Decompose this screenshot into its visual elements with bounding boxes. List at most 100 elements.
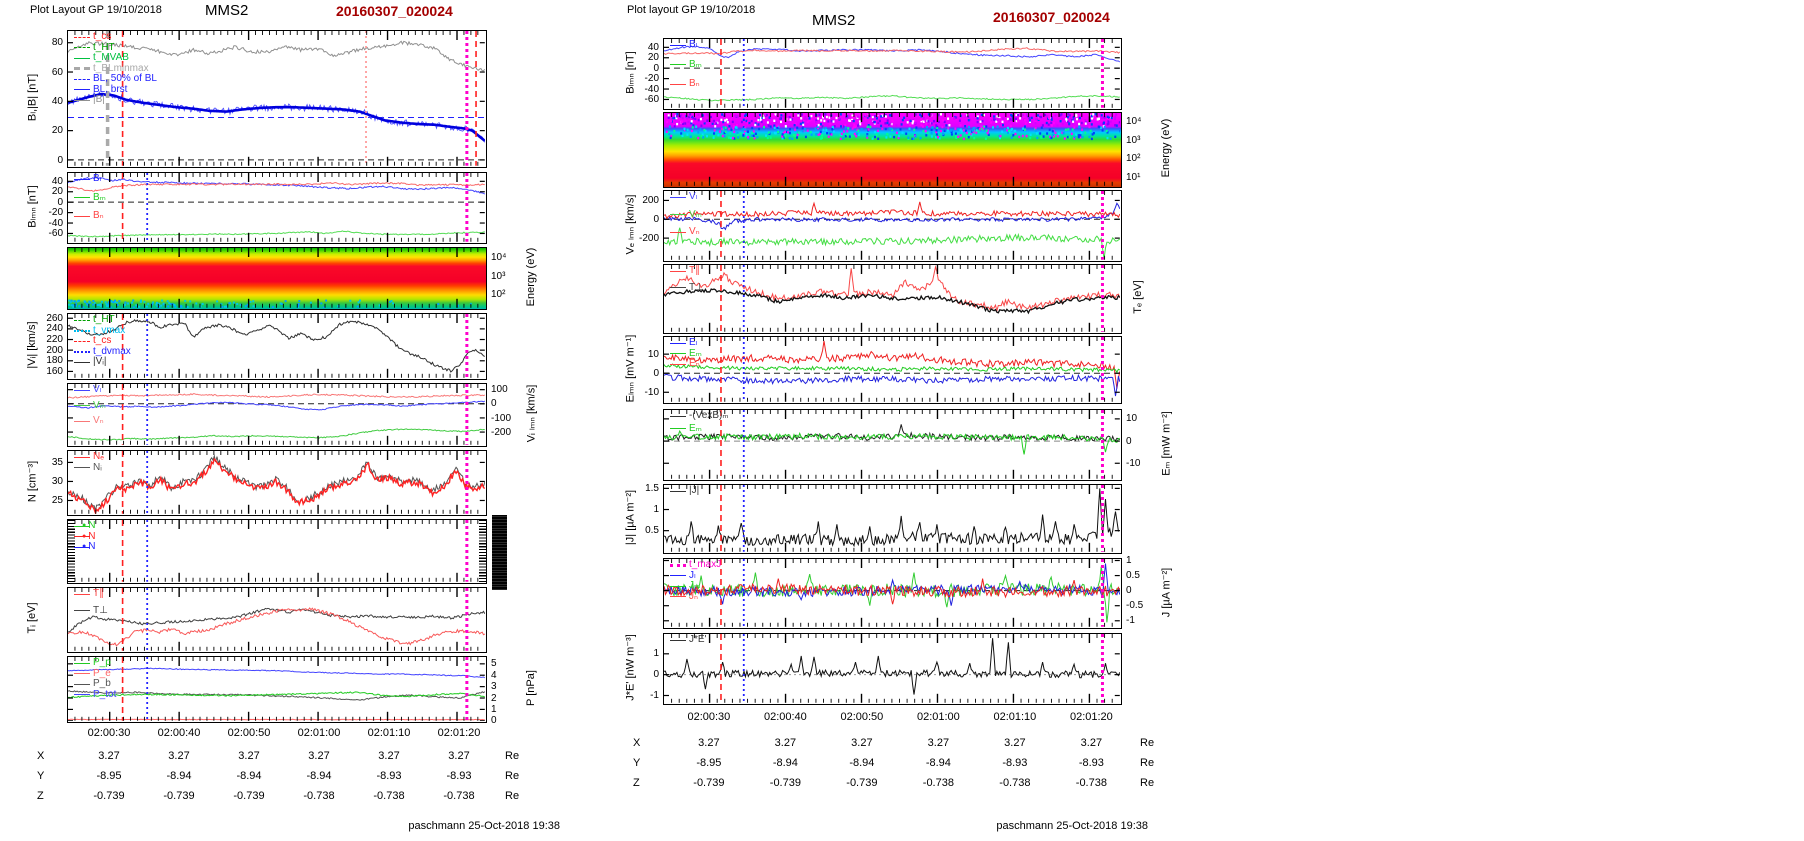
time-tick-label: 02:01:10	[993, 711, 1037, 723]
y-tick-label: 0	[57, 196, 63, 208]
legend-entry: P_p	[74, 657, 116, 669]
legend-line-swatch	[74, 610, 90, 612]
legend-entry: Vₘ	[74, 400, 106, 412]
y-tick-label: 40	[51, 95, 63, 107]
ephemeris-value: -0.738	[303, 790, 335, 802]
y-tick-label: -40	[644, 83, 659, 95]
ephemeris-unit: Re	[505, 770, 520, 782]
legend-entry: Eₘ	[670, 423, 729, 435]
legend-line-swatch	[670, 596, 686, 598]
legend-entry: Nᵢ	[74, 462, 104, 474]
legend-line-swatch	[74, 525, 90, 527]
legend-label: Vₙ	[689, 226, 700, 237]
time-tick-label: 02:01:20	[437, 727, 481, 739]
legend-entry: t_maxJ	[670, 559, 721, 571]
n-comparison-empty-legend: ● N ● N ● N	[74, 520, 96, 553]
legend-line-swatch	[74, 405, 90, 407]
time-tick-label: 02:00:50	[840, 711, 884, 723]
y-tick-label: 30	[51, 476, 63, 488]
ephemeris-value: -0.738	[1075, 777, 1107, 789]
legend-entry: Vₘ	[670, 209, 702, 221]
em-compare-plot	[664, 410, 1120, 479]
time-tick-label: 02:01:10	[367, 727, 411, 739]
te-axis-title: Tₑ [eV]	[1132, 280, 1144, 314]
legend-entry: ● N	[74, 541, 96, 553]
j-mag-panel: |J|	[663, 484, 1122, 554]
ephemeris-value: -8.93	[376, 770, 402, 782]
legend-entry: Eₗ	[670, 337, 702, 349]
y-tick-label: 40	[647, 41, 659, 53]
legend-label: Jₗ	[689, 569, 696, 581]
legend-line-swatch	[74, 456, 90, 458]
y-tick-label: 1	[653, 648, 659, 660]
legend-line-swatch	[670, 585, 686, 587]
y-tick-label: -100	[491, 412, 512, 424]
spacecraft-title: MMS2	[812, 12, 856, 29]
legend-entry: ● N	[74, 520, 95, 532]
overlapped-axis-labels	[492, 515, 507, 590]
legend-label: P_e	[93, 667, 111, 679]
legend-line-swatch	[74, 546, 90, 548]
legend-label: t_vmax	[93, 324, 126, 336]
legend-label: N	[88, 541, 96, 552]
y-tick-label: 0	[653, 669, 659, 681]
legend-label: t_MVAB	[93, 52, 129, 63]
ti-panel: T∥ T⊥	[67, 587, 487, 653]
legend-line-swatch	[74, 340, 90, 342]
bl-b-panel: t_cs t_HT t_MVAB t_BLminmax BL, 50% of BL BL,…	[67, 30, 487, 168]
time-tick-label: 02:01:00	[916, 711, 960, 723]
dense-tick-bar-left	[68, 520, 75, 583]
legend-line-swatch	[74, 683, 90, 685]
legend-line-swatch	[74, 662, 90, 664]
legend-entry: t_HT	[74, 314, 131, 326]
y-tick-label: 0	[1126, 585, 1132, 597]
legend-entry: Eₘ	[670, 348, 702, 360]
pressure-plot	[68, 657, 485, 721]
ephemeris-value: -0.738	[922, 777, 954, 789]
ephemeris-row-label: X	[37, 750, 45, 762]
legend-label: t_cs	[93, 335, 112, 346]
ephemeris-value: 3.27	[927, 737, 950, 749]
ephemeris-value: 3.27	[774, 737, 797, 749]
ephemeris-row-label: Z	[37, 790, 44, 802]
legend-entry: t_MVAB	[74, 52, 157, 64]
legend-entry: BL, 50% of BL	[74, 73, 157, 85]
j-mag-legend: |J|	[670, 485, 699, 497]
dataset-id: 20160307_020024	[336, 3, 453, 19]
legend-label: |Vᵢ|	[93, 356, 107, 367]
legend-entry: |Vᵢ|	[74, 356, 131, 368]
ephemeris-value: 3.27	[1080, 737, 1103, 749]
y-tick-label: 20	[647, 52, 659, 64]
legend-line-swatch	[670, 415, 686, 417]
y-tick-label: 160	[46, 366, 63, 378]
y-tick-label: 0	[653, 213, 659, 225]
n-comparison-empty-plot	[74, 520, 479, 582]
legend-label: Vₙ	[93, 415, 104, 426]
plot-layout-label: Plot Layout GP 19/10/2018	[30, 4, 162, 16]
legend-line-swatch	[74, 47, 90, 49]
j-lmn-legend: t_maxJ Jₗ Jₘ Jₙ	[670, 559, 721, 602]
n-density-plot	[68, 451, 485, 514]
ephemeris-value: 3.27	[448, 750, 470, 762]
e-lmn-legend: Eₗ Eₘ Eₙ	[670, 337, 702, 370]
legend-label: T∥	[689, 265, 701, 276]
y-tick-label: -200	[638, 232, 659, 244]
ephemeris-value: -0.739	[693, 777, 725, 789]
legend-entry: ● N	[74, 531, 95, 543]
time-tick-label: 02:00:40	[763, 711, 807, 723]
y-tick-label: 10	[647, 348, 659, 360]
legend-line-swatch	[74, 536, 90, 538]
legend-label: -(VexB)ₘ	[689, 410, 729, 421]
j-mag-axis-title: |J| [µA m⁻²]	[624, 489, 637, 546]
legend-label: Eₗ	[689, 337, 698, 348]
y-tick-label: 80	[51, 37, 63, 49]
y-tick-label: 0	[1126, 435, 1132, 447]
legend-label: t_HT	[93, 314, 115, 325]
y-tick-label: 25	[51, 495, 63, 507]
y-tick-label: 4	[491, 669, 497, 681]
bl-b-plot	[68, 31, 485, 166]
legend-line-swatch	[670, 64, 686, 66]
legend-label: Bₘ	[689, 58, 702, 70]
legend-entry: Nₑ	[74, 451, 104, 463]
